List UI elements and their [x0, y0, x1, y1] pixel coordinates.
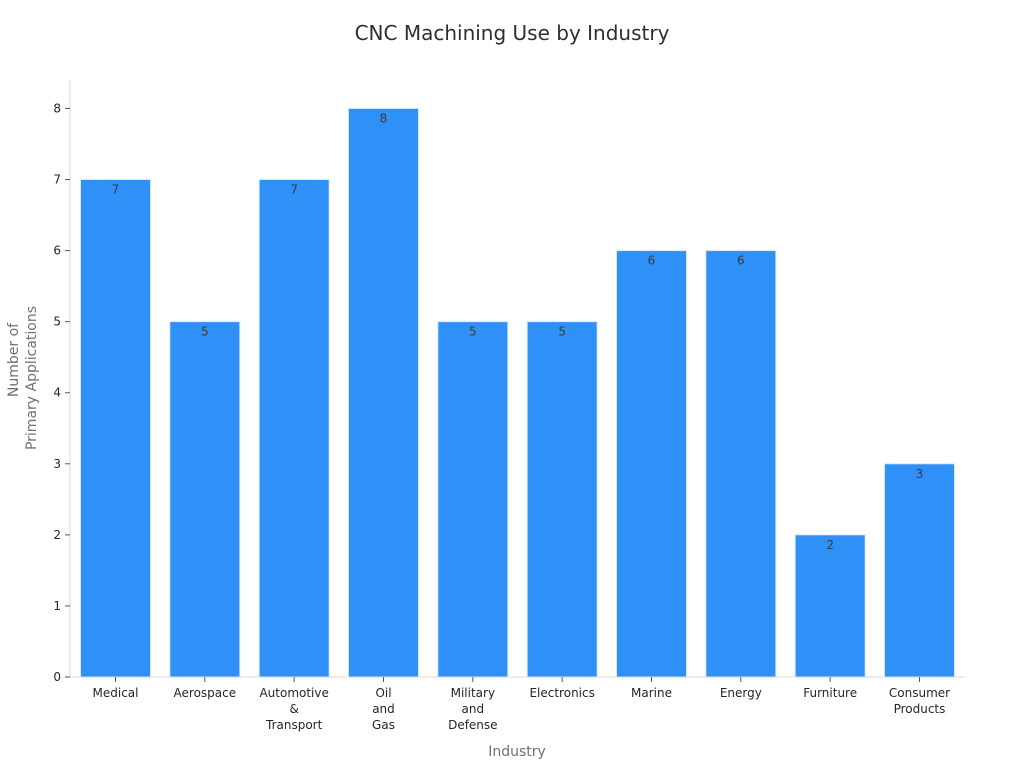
bar-electronics [526, 321, 598, 678]
data-label: 5 [469, 325, 477, 339]
bar-automotive-transport [258, 179, 330, 678]
y-tick-label: 7 [53, 173, 61, 187]
y-axis: 0 1 2 3 4 5 6 7 8 [53, 80, 71, 684]
bar-marine [616, 250, 687, 678]
data-label: 7 [112, 183, 120, 197]
x-tick-label-medical: Medical [93, 686, 139, 700]
data-label: 6 [737, 254, 745, 268]
x-tick-label-line: and [462, 702, 485, 716]
x-tick-label-consumer-products: Consumer Products [889, 686, 950, 716]
x-tick-label-aerospace: Aerospace [174, 686, 237, 700]
x-tick-label-electronics: Electronics [529, 686, 594, 700]
x-tick-label-line: Defense [448, 718, 497, 732]
x-tick-label-furniture: Furniture [803, 686, 857, 700]
bars-group [80, 107, 955, 678]
x-tick-label-line: Products [894, 702, 946, 716]
y-tick-label: 2 [53, 528, 61, 542]
x-tick-label-line: Energy [720, 686, 762, 700]
data-label: 6 [648, 254, 656, 268]
y-tick-label: 6 [53, 244, 61, 258]
x-tick-label-line: Medical [93, 686, 139, 700]
x-tick-label-automotive-transport: Automotive & Transport [259, 686, 328, 732]
x-tick-label-marine: Marine [631, 686, 672, 700]
y-tick-label: 4 [53, 386, 61, 400]
x-tick-label-line: Consumer [889, 686, 950, 700]
y-tick-label: 8 [53, 101, 61, 115]
chart-title: CNC Machining Use by Industry [355, 21, 670, 45]
x-tick-label-line: Aerospace [174, 686, 237, 700]
bar-furniture [794, 534, 866, 678]
y-tick-label: 5 [53, 315, 61, 329]
x-tick-label-line: Automotive [259, 686, 328, 700]
data-label: 3 [916, 467, 924, 481]
y-tick-label: 0 [53, 670, 61, 684]
data-label: 5 [201, 325, 209, 339]
x-tick-label-line: Electronics [529, 686, 594, 700]
x-tick-label-oil-and-gas: Oil and Gas [372, 686, 395, 732]
bar-energy [705, 250, 777, 678]
x-tick-label-line: Oil [375, 686, 391, 700]
y-tick-label: 3 [53, 457, 61, 471]
bar-military-and-defense [437, 321, 509, 678]
x-axis-label: Industry [488, 744, 546, 760]
y-tick-label: 1 [53, 599, 61, 613]
data-label: 7 [290, 183, 298, 197]
y-axis-label: Number of Primary Applications [6, 306, 40, 450]
x-tick-label-line: Transport [265, 718, 323, 732]
x-tick-label-line: Marine [631, 686, 672, 700]
data-label: 8 [380, 111, 388, 125]
data-labels-group: 7 5 7 8 5 5 6 6 2 3 [112, 111, 924, 551]
x-tick-label-military-and-defense: Military and Defense [448, 686, 497, 732]
x-tick-label-line: and [372, 702, 395, 716]
x-tick-label-line: Gas [372, 718, 395, 732]
bar-consumer-products [884, 463, 955, 678]
x-tick-label-energy: Energy [720, 686, 762, 700]
x-tick-label-line: Furniture [803, 686, 857, 700]
bar-aerospace [169, 321, 241, 678]
x-tick-label-line: Military [451, 686, 495, 700]
x-axis: Medical Aerospace Automotive & Transport Oil a… [70, 676, 965, 732]
y-axis-label-line-1: Number of [6, 322, 22, 397]
bar-oil-and-gas [348, 107, 419, 678]
x-tick-label-line: & [289, 702, 298, 716]
data-label: 2 [826, 538, 834, 552]
data-label: 5 [558, 325, 566, 339]
bar-medical [80, 179, 151, 678]
y-axis-label-line-2: Primary Applications [24, 306, 40, 450]
